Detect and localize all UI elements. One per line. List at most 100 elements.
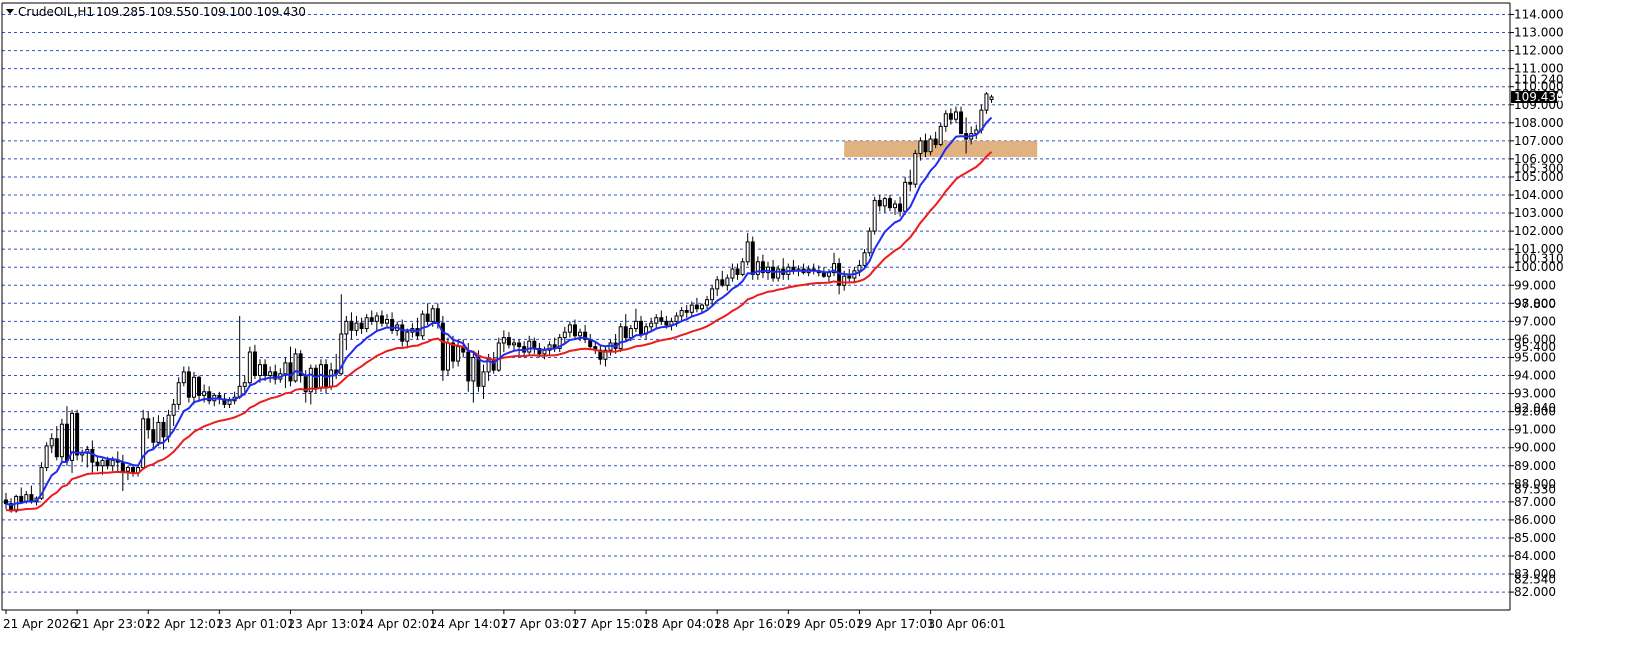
candle [811, 263, 816, 275]
candle [161, 417, 166, 450]
bear-candle-body [440, 322, 445, 371]
bull-candle-body [481, 371, 486, 387]
candle [699, 303, 704, 313]
candle [857, 259, 862, 277]
candle [715, 276, 720, 297]
price-level-label: 92.040 [1514, 401, 1556, 415]
candle [603, 346, 608, 367]
bear-candle-body [537, 347, 542, 355]
bull-candle-body [293, 353, 298, 382]
bear-candle-body [466, 351, 471, 382]
bear-candle-body [273, 371, 278, 380]
x-tick-label: 28 Apr 16:01 [714, 617, 792, 631]
bull-candle-body [283, 362, 288, 375]
candle [710, 285, 715, 306]
candle [349, 312, 354, 340]
bull-candle-body [339, 333, 344, 375]
candle [689, 301, 694, 316]
bear-candle-body [694, 304, 699, 310]
slow-ma-line [5, 151, 993, 512]
candle [141, 409, 146, 470]
bull-candle-body [578, 331, 583, 337]
bull-candle-body [344, 320, 349, 335]
candle [186, 366, 191, 403]
bear-candle-body [959, 111, 964, 135]
y-tick-label: 110.000 [1514, 80, 1564, 94]
candle [659, 310, 664, 325]
candle [943, 110, 948, 132]
bear-candle-body [720, 279, 725, 286]
candle [517, 339, 522, 356]
candle [242, 375, 247, 396]
y-tick-label: 102.000 [1514, 224, 1564, 238]
candle [440, 315, 445, 381]
bull-candle-body [654, 317, 659, 324]
bull-candle-body [364, 317, 369, 330]
bull-candle-body [125, 467, 130, 472]
bull-candle-body [501, 337, 506, 344]
candle [191, 371, 196, 405]
bull-candle-body [603, 349, 608, 360]
candle [64, 406, 69, 466]
y-tick-label: 92.000 [1514, 405, 1556, 419]
x-tick-label: 29 Apr 05:01 [785, 617, 863, 631]
candle [735, 263, 740, 280]
candle [669, 317, 674, 331]
candle [456, 339, 461, 367]
candle [832, 252, 837, 277]
bull-candle-body [110, 459, 115, 467]
bear-candle-body [506, 337, 511, 346]
price-level-label: 100.310 [1514, 252, 1564, 266]
bull-candle-body [882, 198, 887, 207]
candle [913, 149, 918, 188]
candle [989, 94, 994, 103]
bear-candle-body [750, 241, 755, 275]
bull-candle-body [542, 349, 547, 355]
candle [740, 258, 745, 277]
bull-candle-body [893, 203, 897, 209]
dropdown-triangle-icon[interactable] [6, 9, 14, 14]
y-tick-label: 96.000 [1514, 332, 1556, 346]
bull-candle-body [857, 264, 862, 272]
y-tick-label: 99.000 [1514, 278, 1556, 292]
bull-candle-body [872, 199, 877, 232]
x-tick-label: 21 Apr 2026 [3, 617, 77, 631]
bear-candle-body [161, 421, 166, 438]
candle [171, 398, 176, 427]
bull-candle-body [953, 111, 958, 120]
candle [933, 131, 938, 149]
bear-candle-body [19, 495, 24, 503]
bull-candle-body [557, 337, 562, 349]
candle [984, 92, 989, 114]
y-tick-label: 86.000 [1514, 513, 1556, 527]
bull-candle-body [227, 400, 232, 405]
bull-candle-body [445, 342, 450, 371]
symbol-label: CrudeOIL,H1 [18, 5, 94, 19]
bear-candle-body [400, 324, 405, 342]
candle [379, 310, 384, 327]
bull-candle-body [913, 152, 918, 185]
bear-candle-body [877, 199, 882, 207]
bear-candle-body [532, 340, 537, 349]
x-tick-label: 24 Apr 02:01 [359, 617, 437, 631]
y-tick-label: 85.000 [1514, 531, 1556, 545]
candle [263, 359, 268, 381]
candle [578, 328, 583, 342]
candle [385, 314, 389, 329]
bear-candle-body [359, 322, 364, 330]
candle [90, 440, 95, 473]
y-tick-label: 89.000 [1514, 459, 1556, 473]
candle [95, 456, 100, 472]
bear-candle-body [252, 351, 257, 377]
bull-candle-body [649, 322, 654, 328]
bear-candle-body [684, 310, 689, 313]
candle [938, 122, 943, 147]
candle [288, 346, 293, 387]
bear-candle-body [75, 412, 80, 456]
candle [390, 312, 395, 334]
bear-candle-body [517, 342, 522, 348]
y-tick-label: 94.000 [1514, 369, 1556, 383]
candle [400, 319, 405, 347]
bull-candle-body [633, 320, 638, 330]
